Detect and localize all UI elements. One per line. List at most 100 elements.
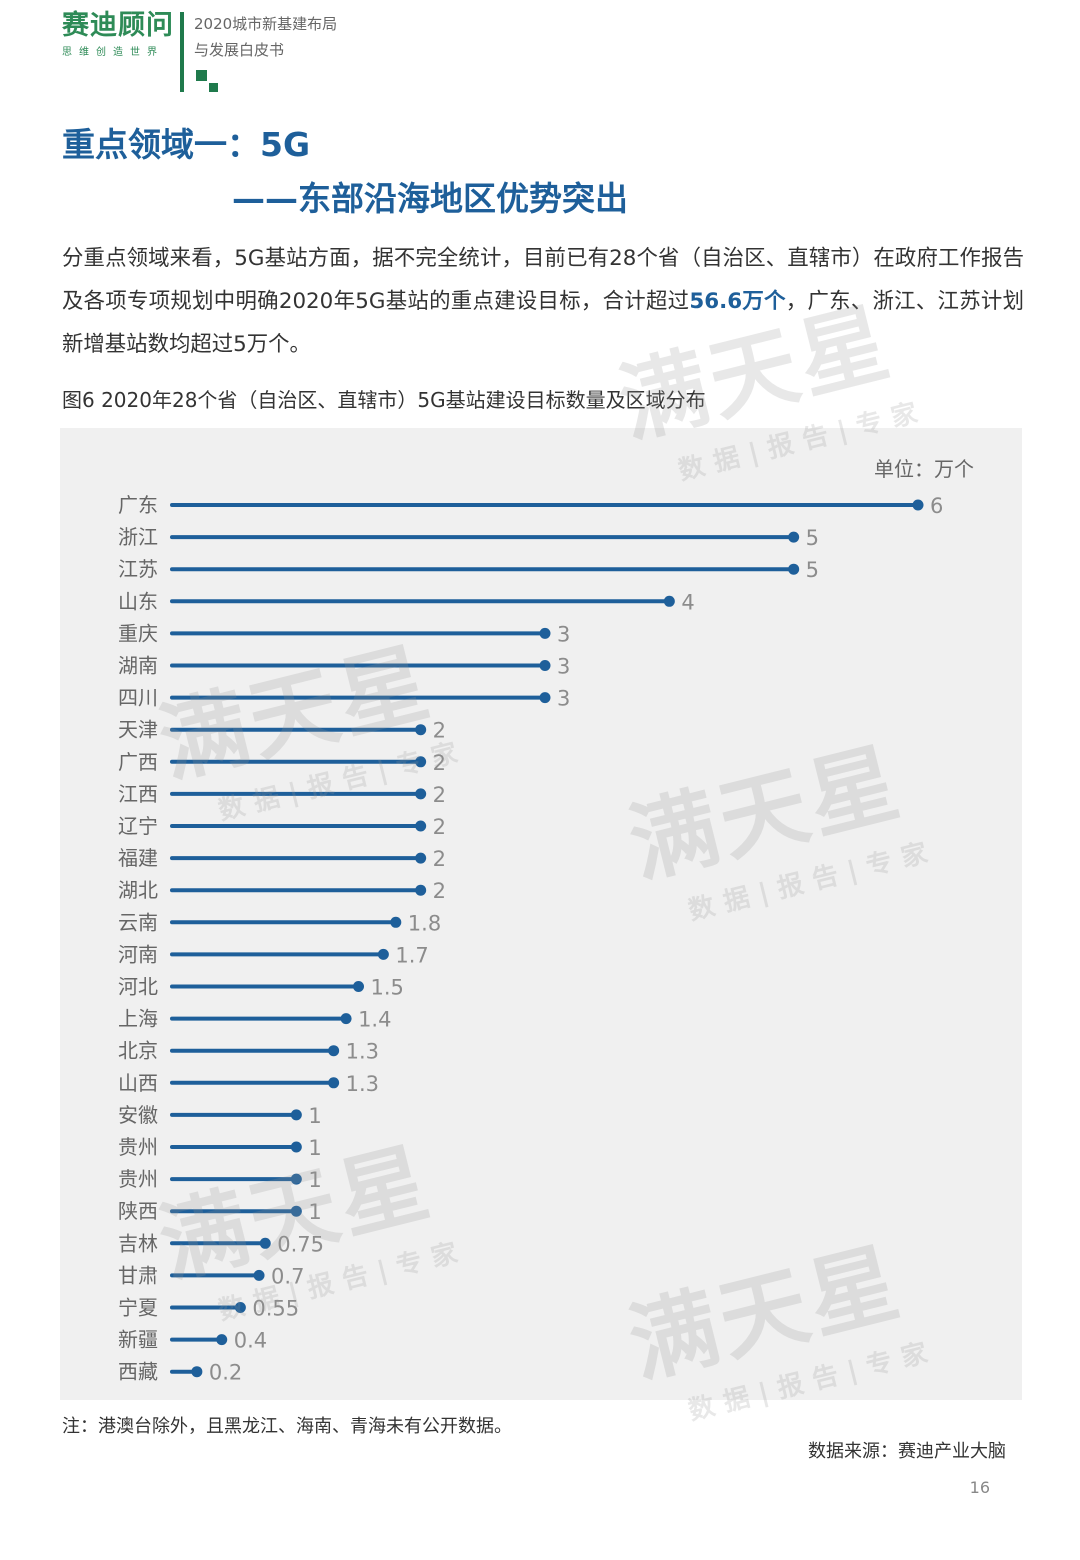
value-label: 1 [308,1104,321,1128]
category-label: 天津 [118,718,158,742]
decor-square [196,70,207,81]
bar-endpoint [328,1045,340,1057]
category-label: 云南 [118,910,158,934]
value-label: 1 [308,1168,321,1192]
chart-area: 单位：万个广东 6 浙江 5 江苏 5 山东 4 重庆 3 湖南 3 四川 3 天津 2 广西 2 江西 2 辽宁 2 福建… [60,428,1022,1400]
value-label: 2 [433,879,446,903]
bar-endpoint [912,499,924,511]
value-label: 3 [557,687,570,711]
header-divider [180,12,184,92]
bar-endpoint [663,595,675,607]
value-label: 1.7 [395,943,428,967]
bar-endpoint [539,627,551,639]
category-label: 湖北 [118,878,158,902]
category-label: 贵州 [118,1135,158,1159]
bar-endpoint [788,531,800,543]
figure-note: 注：港澳台除外，且黑龙江、海南、青海未有公开数据。 [62,1416,512,1437]
bar-endpoint [290,1109,302,1121]
value-label: 0.2 [209,1361,242,1385]
value-label: 1 [308,1136,321,1160]
category-label: 河北 [118,975,158,999]
value-label: 2 [433,783,446,807]
value-label: 0.4 [234,1329,267,1353]
bar-endpoint [415,820,427,832]
category-label: 江西 [118,782,158,806]
paragraph-text: ，广东、浙江、江苏计划新增基站数均超过5万个。 [62,289,1024,357]
category-label: 山东 [118,589,158,613]
section-title: 重点领域一：5G [62,125,311,164]
section-subtitle: ——东部沿海地区优势突出 [232,179,628,218]
value-label: 2 [433,847,446,871]
bar-endpoint [353,981,364,992]
bar-endpoint [290,1205,302,1217]
value-label: 5 [806,526,819,550]
value-label: 2 [433,751,446,775]
bar-endpoint [377,948,389,960]
value-label: 3 [557,622,570,646]
category-label: 山西 [118,1071,158,1095]
category-label: 吉林 [118,1231,158,1255]
bar-endpoint [259,1237,271,1249]
value-label: 2 [433,815,446,839]
bar-endpoint [415,884,427,896]
logo-main-text: 赛迪顾问 [62,10,174,41]
category-label: 福建 [118,846,158,870]
bar-endpoint [539,692,551,704]
bar-endpoint [415,788,427,800]
category-label: 北京 [118,1039,158,1063]
report-name: 2020城市新基建布局 与发展白皮书 [194,11,337,63]
category-label: 甘肃 [118,1263,158,1287]
value-label: 0.7 [271,1264,304,1288]
value-label: 1.8 [408,911,441,935]
category-label: 重庆 [118,621,158,645]
value-label: 5 [806,558,819,582]
logo: 赛迪顾问 思维创造世界 [62,10,174,58]
category-label: 新疆 [118,1328,158,1352]
bar-endpoint [415,852,427,864]
data-source: 数据来源：赛迪产业大脑 [808,1441,1006,1462]
body-paragraph: 分重点领域来看，5G基站方面，据不完全统计，目前已有28个省（自治区、直辖市）在… [62,237,1024,366]
value-label: 3 [557,655,570,679]
category-label: 辽宁 [118,814,158,838]
value-label: 6 [930,494,943,518]
bar-endpoint [216,1334,228,1346]
category-label: 西藏 [118,1360,158,1384]
value-label: 1.5 [371,976,404,1000]
value-label: 0.75 [277,1232,324,1256]
category-label: 上海 [118,1007,158,1031]
bar-endpoint [191,1366,203,1378]
category-label: 广西 [118,750,158,774]
report-name-line1: 2020城市新基建布局 [194,15,338,33]
unit-label: 单位：万个 [874,457,974,481]
figure-caption: 图6 2020年28个省（自治区、直辖市）5G基站建设目标数量及区域分布 [62,388,706,412]
category-label: 宁夏 [118,1296,158,1320]
value-label: 1.4 [358,1008,391,1032]
category-label: 四川 [118,686,158,710]
category-label: 广东 [118,493,158,517]
bar-endpoint [340,1013,352,1025]
bar-endpoint [788,563,800,575]
category-label: 安徽 [118,1103,158,1127]
category-label: 湖南 [118,654,158,678]
paragraph-highlight: 56.6万个 [689,289,786,314]
category-label: 河南 [118,942,158,966]
value-label: 2 [433,719,446,743]
category-label: 浙江 [118,525,158,549]
decor-square [209,83,218,92]
logo-slogan: 思维创造世界 [62,47,164,58]
value-label: 1.3 [346,1072,379,1096]
value-label: 1 [308,1200,321,1224]
value-label: 4 [681,590,694,614]
bar-endpoint [415,724,427,736]
category-label: 陕西 [118,1199,158,1223]
paragraph-text: 分重点领域来看，5G基站方面，据不完全统计，目前已有28个省（自治区、直辖市）在… [62,246,1024,314]
bar-endpoint [415,756,427,768]
value-label: 0.55 [252,1297,299,1321]
bar-endpoint [290,1173,302,1185]
category-label: 贵州 [118,1167,158,1191]
bar-endpoint [253,1269,265,1281]
page-number: 16 [969,1478,990,1497]
bar-endpoint [290,1141,302,1153]
category-label: 江苏 [118,557,158,581]
